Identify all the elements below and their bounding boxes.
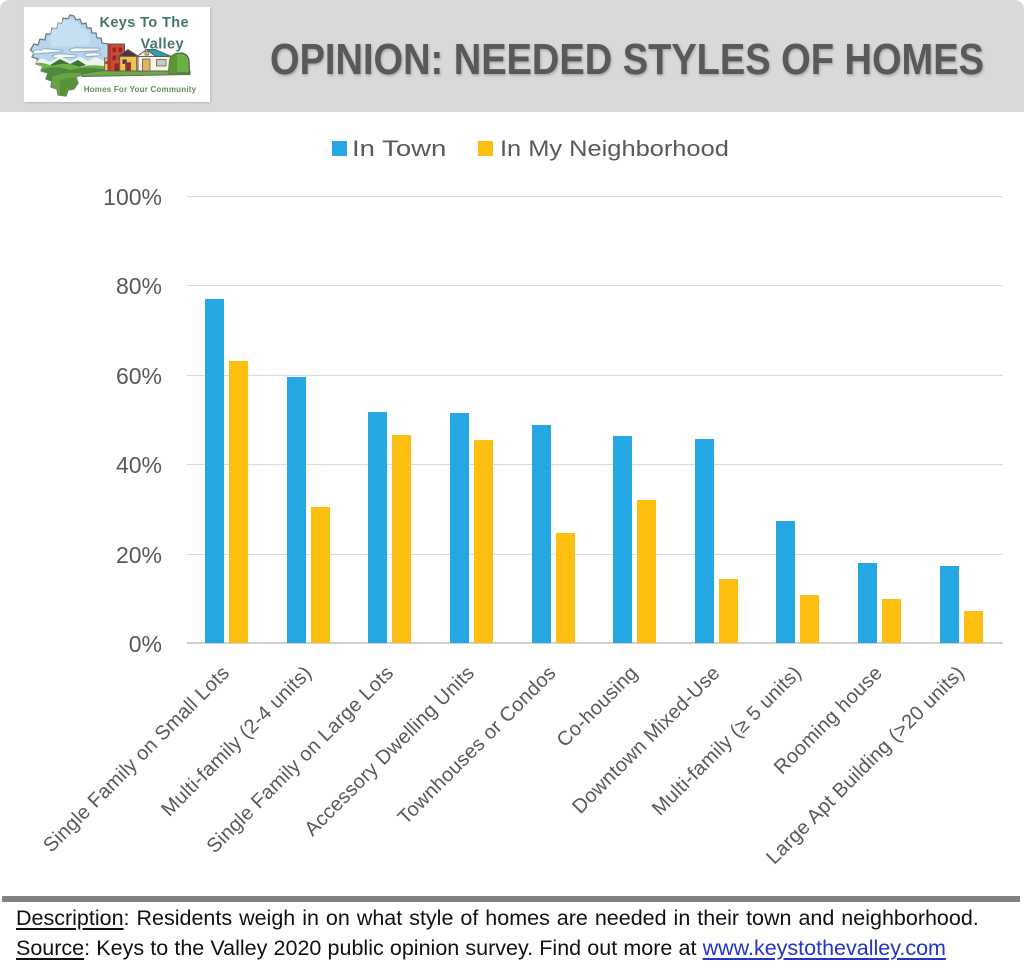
svg-text:Valley: Valley (140, 37, 184, 53)
svg-text:Keys To The: Keys To The (99, 15, 189, 31)
svg-text:Homes For Your Community: Homes For Your Community (84, 85, 197, 94)
